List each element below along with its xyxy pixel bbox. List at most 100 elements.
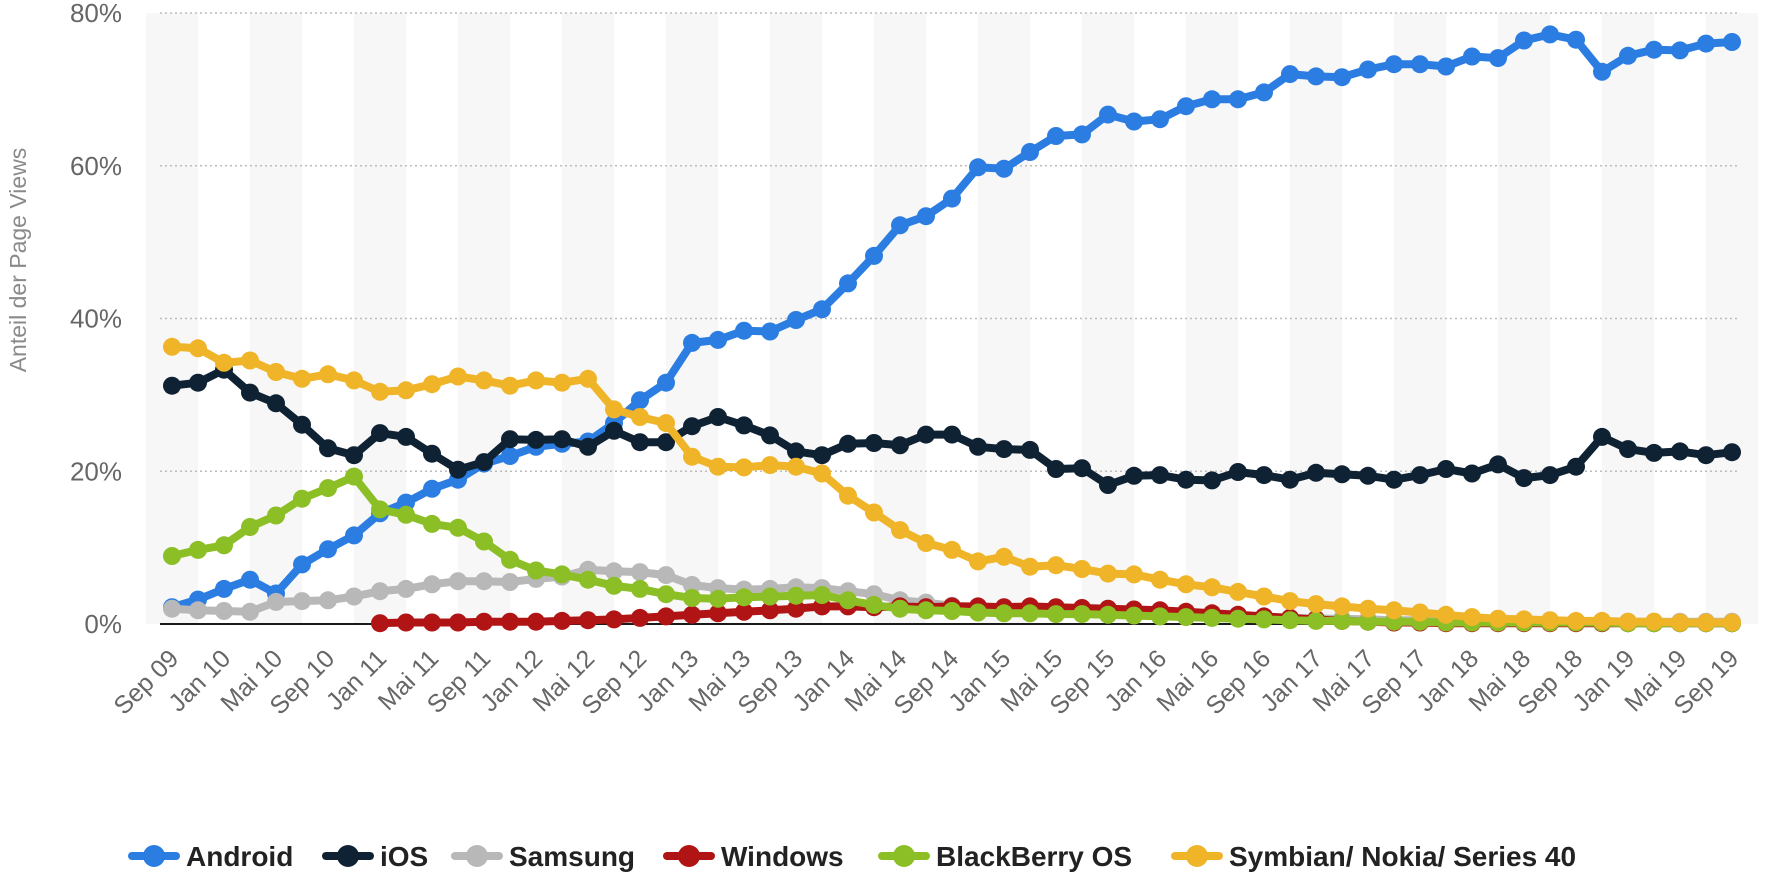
- data-point: [501, 447, 519, 465]
- data-point: [1411, 603, 1429, 622]
- data-point: [683, 417, 701, 436]
- data-point: [423, 613, 441, 632]
- data-point: [267, 363, 285, 381]
- legend-swatch-marker: [893, 845, 915, 867]
- data-point: [1333, 611, 1351, 630]
- data-point: [267, 506, 285, 525]
- data-point: [1385, 601, 1403, 620]
- data-point: [1645, 612, 1663, 631]
- data-point: [813, 464, 831, 483]
- data-point: [371, 424, 389, 443]
- data-point: [1281, 65, 1299, 84]
- data-point: [527, 561, 545, 580]
- data-point: [605, 400, 623, 419]
- data-point: [683, 589, 701, 607]
- data-point: [1229, 582, 1247, 601]
- data-point: [1229, 90, 1247, 109]
- data-point: [1619, 612, 1637, 631]
- data-point: [1073, 459, 1091, 478]
- data-point: [215, 353, 233, 372]
- data-point: [1099, 476, 1117, 494]
- data-point: [1255, 610, 1273, 629]
- data-point: [1307, 611, 1325, 630]
- data-point: [449, 613, 467, 632]
- data-point: [735, 458, 753, 477]
- data-point: [215, 536, 233, 555]
- data-point: [1619, 46, 1637, 65]
- data-point: [709, 457, 727, 476]
- data-point: [293, 489, 311, 508]
- data-point: [319, 365, 337, 384]
- data-point: [657, 433, 675, 452]
- data-point: [501, 612, 519, 631]
- data-point: [501, 376, 519, 395]
- data-point: [605, 421, 623, 440]
- series-symbian-nokia-series-40: [163, 337, 1741, 632]
- data-point: [1151, 466, 1169, 485]
- data-point: [943, 602, 961, 620]
- data-point: [267, 592, 285, 611]
- data-point: [839, 274, 857, 293]
- data-point: [1567, 457, 1585, 476]
- data-point: [163, 547, 181, 565]
- data-point: [553, 611, 571, 630]
- legend-swatch-marker: [143, 845, 165, 867]
- data-point: [1307, 67, 1325, 86]
- legend-swatch-marker: [466, 845, 488, 867]
- data-point: [995, 604, 1013, 623]
- x-tick-label: Sep 09: [108, 644, 184, 720]
- y-tick-label: 60%: [70, 151, 122, 181]
- data-point: [371, 614, 389, 633]
- data-point: [1047, 605, 1065, 624]
- data-point: [1177, 608, 1195, 627]
- data-point: [293, 555, 311, 574]
- data-point: [865, 595, 883, 614]
- data-point: [709, 589, 727, 608]
- data-point: [553, 373, 571, 392]
- data-point: [1723, 613, 1741, 632]
- legend-label: BlackBerry OS: [936, 841, 1132, 872]
- data-point: [397, 613, 415, 632]
- data-point: [1021, 604, 1039, 623]
- data-point: [735, 602, 753, 621]
- y-tick-label: 40%: [70, 304, 122, 334]
- data-point: [345, 526, 363, 545]
- data-point: [1541, 25, 1559, 44]
- data-point: [319, 540, 337, 559]
- data-point: [449, 518, 467, 537]
- data-point: [631, 563, 649, 582]
- data-point: [1203, 608, 1221, 627]
- series-ios: [163, 360, 1741, 494]
- data-point: [163, 376, 181, 395]
- legend-item: Symbian/ Nokia/ Series 40: [1171, 841, 1576, 872]
- data-point: [579, 437, 597, 456]
- data-point: [709, 408, 727, 426]
- data-point: [423, 514, 441, 533]
- data-point: [813, 300, 831, 319]
- data-point: [1151, 110, 1169, 129]
- data-point: [1437, 605, 1455, 624]
- data-point: [839, 434, 857, 453]
- data-point: [943, 540, 961, 559]
- data-point: [501, 430, 519, 449]
- data-point: [449, 572, 467, 591]
- data-point: [1047, 556, 1065, 575]
- data-point: [1515, 469, 1533, 488]
- data-point: [657, 373, 675, 392]
- y-tick-label: 80%: [70, 0, 122, 28]
- data-point: [241, 570, 259, 589]
- data-point: [1489, 609, 1507, 628]
- data-point: [1463, 608, 1481, 627]
- data-point: [1255, 587, 1273, 606]
- data-point: [163, 599, 181, 618]
- data-point: [761, 601, 779, 620]
- data-point: [761, 456, 779, 475]
- data-point: [1099, 564, 1117, 583]
- data-point: [605, 576, 623, 595]
- data-point: [397, 427, 415, 446]
- data-point: [293, 415, 311, 434]
- data-point: [917, 425, 935, 444]
- y-axis-ticks: 0% 20% 40% 60% 80%: [70, 0, 122, 639]
- data-point: [1697, 34, 1715, 53]
- data-point: [397, 505, 415, 524]
